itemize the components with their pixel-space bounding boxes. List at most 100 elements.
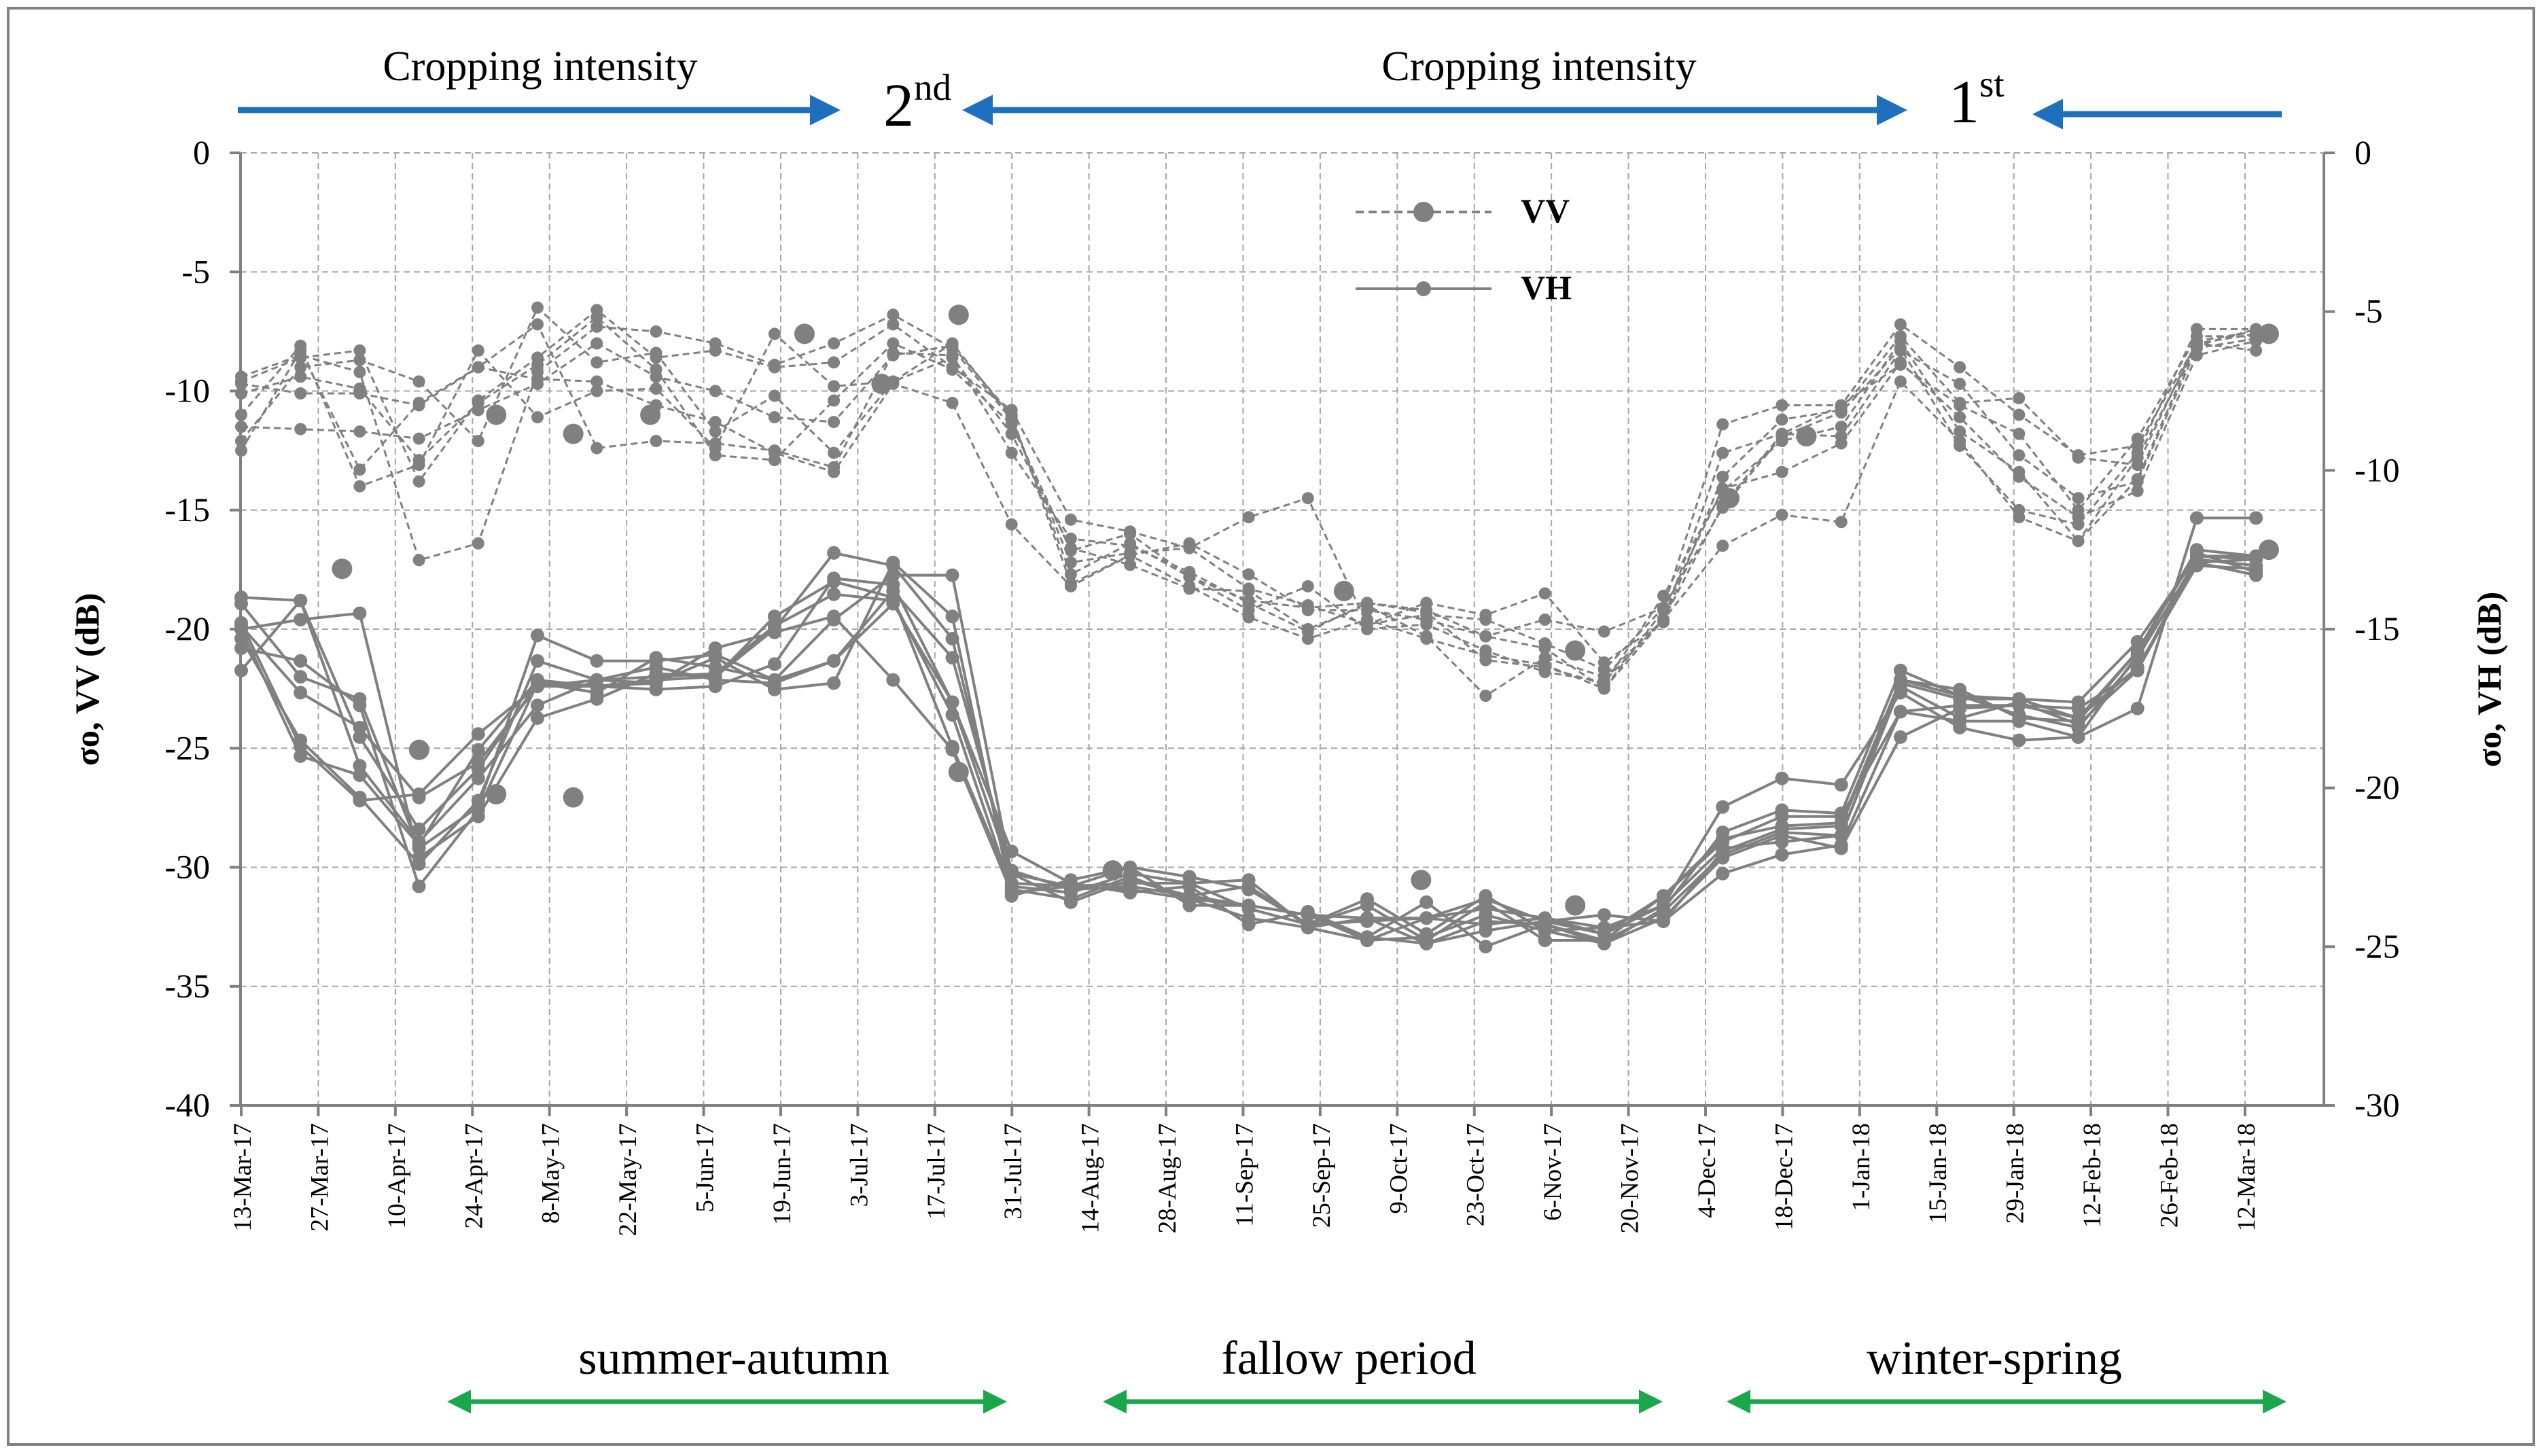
y-left-tick-label: -40 <box>164 1086 210 1124</box>
vv-highlight-marker <box>1718 488 1740 509</box>
vv-data-point <box>768 411 781 424</box>
vv-data-point <box>1361 623 1373 635</box>
vh-data-point <box>1834 816 1848 830</box>
x-tick-label: 4-Dec-17 <box>1693 1123 1721 1218</box>
vv-data-point <box>2013 427 2026 440</box>
vv-data-point <box>709 442 722 455</box>
vv-data-point <box>1064 580 1077 592</box>
vv-data-point <box>1954 361 1966 374</box>
vh-data-point <box>1775 847 1789 862</box>
y-right-tick-label: 0 <box>2354 133 2371 171</box>
y-right-tick-label: -30 <box>2354 1086 2400 1124</box>
vv-data-point <box>590 310 603 323</box>
data-markers <box>332 304 2279 916</box>
vh-data-point <box>294 686 308 700</box>
vh-data-point <box>2071 701 2085 715</box>
vh-data-point <box>412 851 426 865</box>
vv-data-point <box>1183 570 1196 583</box>
vv-data-point <box>1479 614 1492 626</box>
vh-data-point <box>2130 663 2144 677</box>
vv-data-point <box>412 459 425 472</box>
vv-data-point <box>2190 339 2203 352</box>
vv-data-point <box>235 408 247 421</box>
vv-highlight-marker <box>1565 640 1586 661</box>
vv-highlight-marker <box>1796 426 1817 447</box>
y-left-tick-label: -30 <box>164 848 210 886</box>
vh-data-point <box>1893 686 1907 700</box>
vv-data-point <box>1361 614 1373 626</box>
vh-data-point <box>2249 558 2263 573</box>
vv-data-point <box>472 537 484 550</box>
vv-data-point <box>235 421 247 433</box>
vv-data-point <box>1776 413 1788 426</box>
vv-data-point <box>590 385 603 397</box>
vh-data-point <box>531 698 544 713</box>
vh-data-point <box>1893 673 1907 687</box>
vv-data-point <box>828 446 841 459</box>
vh-data-point <box>234 663 248 677</box>
vh-data-point <box>294 593 308 607</box>
vv-data-point <box>1479 649 1492 662</box>
cropping-intensity-right-label: Cropping intensity <box>1381 43 1696 90</box>
vh-data-point <box>353 606 367 620</box>
vv-data-point <box>2013 465 2026 478</box>
vh-highlight-marker <box>1102 860 1123 881</box>
vv-data-point <box>2131 451 2144 464</box>
vv-data-point <box>1242 584 1255 597</box>
vv-highlight-marker <box>948 304 969 325</box>
vh-data-point <box>1419 930 1434 944</box>
vh-data-point <box>1538 914 1552 928</box>
vh-data-point <box>1479 908 1493 922</box>
vv-data-point <box>1242 611 1255 624</box>
vh-data-point <box>1360 934 1374 947</box>
vh-data-point <box>1004 866 1019 881</box>
vv-data-point <box>1538 614 1551 626</box>
vv-data-point <box>1954 425 1966 438</box>
vv-data-point <box>590 375 603 388</box>
vh-data-point <box>767 625 781 639</box>
vv-data-point <box>1420 604 1433 616</box>
vv-data-point <box>828 416 841 429</box>
vh-data-point <box>1419 911 1434 925</box>
x-tick-label: 12-Mar-18 <box>2233 1123 2261 1232</box>
vh-data-point <box>767 657 781 671</box>
season-winter-spring-label: winter-spring <box>1867 1332 2122 1385</box>
vh-highlight-marker <box>332 558 353 580</box>
vv-data-point <box>1242 568 1255 581</box>
vv-data-point <box>235 444 247 457</box>
vv-data-point <box>1005 427 1018 440</box>
vh-data-point <box>2071 730 2085 744</box>
y-right-tick-label: -5 <box>2354 292 2383 330</box>
figure-frame <box>7 7 2535 1446</box>
x-tick-label: 28-Aug-17 <box>1154 1123 1182 1233</box>
vh-data-point <box>1834 838 1848 852</box>
vv-data-point <box>1954 399 1966 412</box>
vv-data-point <box>2072 503 2085 516</box>
vh-data-point <box>945 743 959 757</box>
vv-data-point <box>294 370 307 383</box>
vh-highlight-marker <box>408 739 429 760</box>
vh-data-point <box>471 803 485 817</box>
vv-data-point <box>590 442 603 455</box>
second-crop-number: 2 <box>883 72 914 139</box>
vv-data-point <box>2131 484 2144 497</box>
vv-data-point <box>768 361 781 374</box>
vh-data-point <box>234 590 248 605</box>
vh-data-point <box>708 679 722 694</box>
vv-data-point <box>1597 682 1610 695</box>
vv-data-point <box>1183 537 1196 550</box>
y-axis-left-label: σo, VV (dB) <box>68 593 106 766</box>
vv-data-point <box>1776 508 1788 521</box>
vh-data-point <box>1182 876 1197 890</box>
vv-data-point <box>531 373 544 385</box>
vv-data-point <box>412 399 425 412</box>
vh-data-point <box>1063 895 1078 909</box>
vh-data-point <box>1241 911 1256 925</box>
vv-sample-line <box>240 327 2257 638</box>
vv-highlight-marker <box>563 423 584 444</box>
vv-data-point <box>472 435 484 448</box>
vh-data-point <box>1123 873 1137 887</box>
x-tick-label: 15-Jan-18 <box>1924 1123 1952 1224</box>
vh-data-point <box>531 628 544 643</box>
vv-data-point <box>2072 518 2085 531</box>
